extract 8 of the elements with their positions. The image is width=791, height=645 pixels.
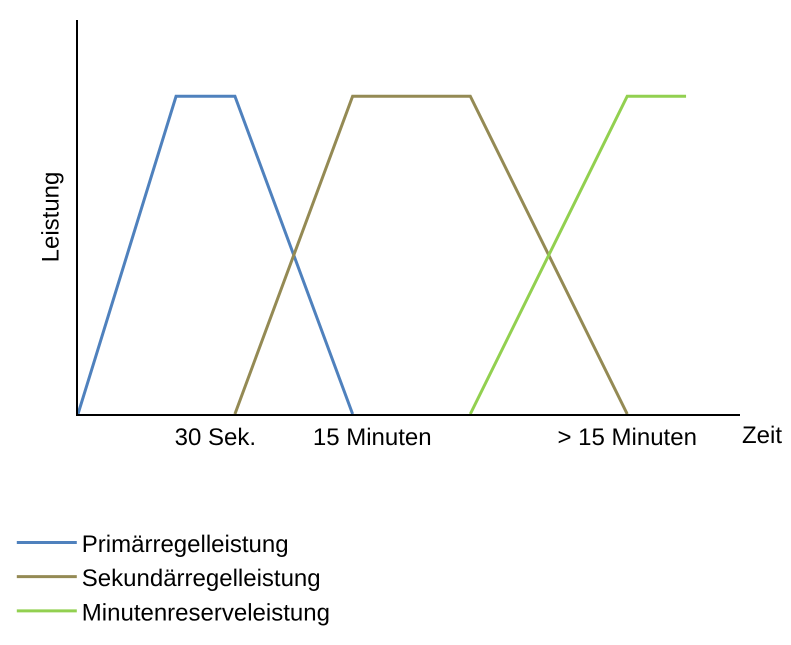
x-tick-label: 15 Minuten	[312, 424, 432, 451]
legend-label: Primärregelleistung	[82, 530, 289, 558]
legend-label: Sekundärregelleistung	[82, 565, 321, 592]
x-tick-label: > 15 Minuten	[557, 424, 697, 451]
x-tick-label: 30 Sek.	[174, 424, 256, 451]
x-axis-title: Zeit	[742, 422, 782, 449]
y-axis-title: Leistung	[38, 172, 65, 262]
legend-label: Minutenreserveleistung	[82, 599, 330, 626]
